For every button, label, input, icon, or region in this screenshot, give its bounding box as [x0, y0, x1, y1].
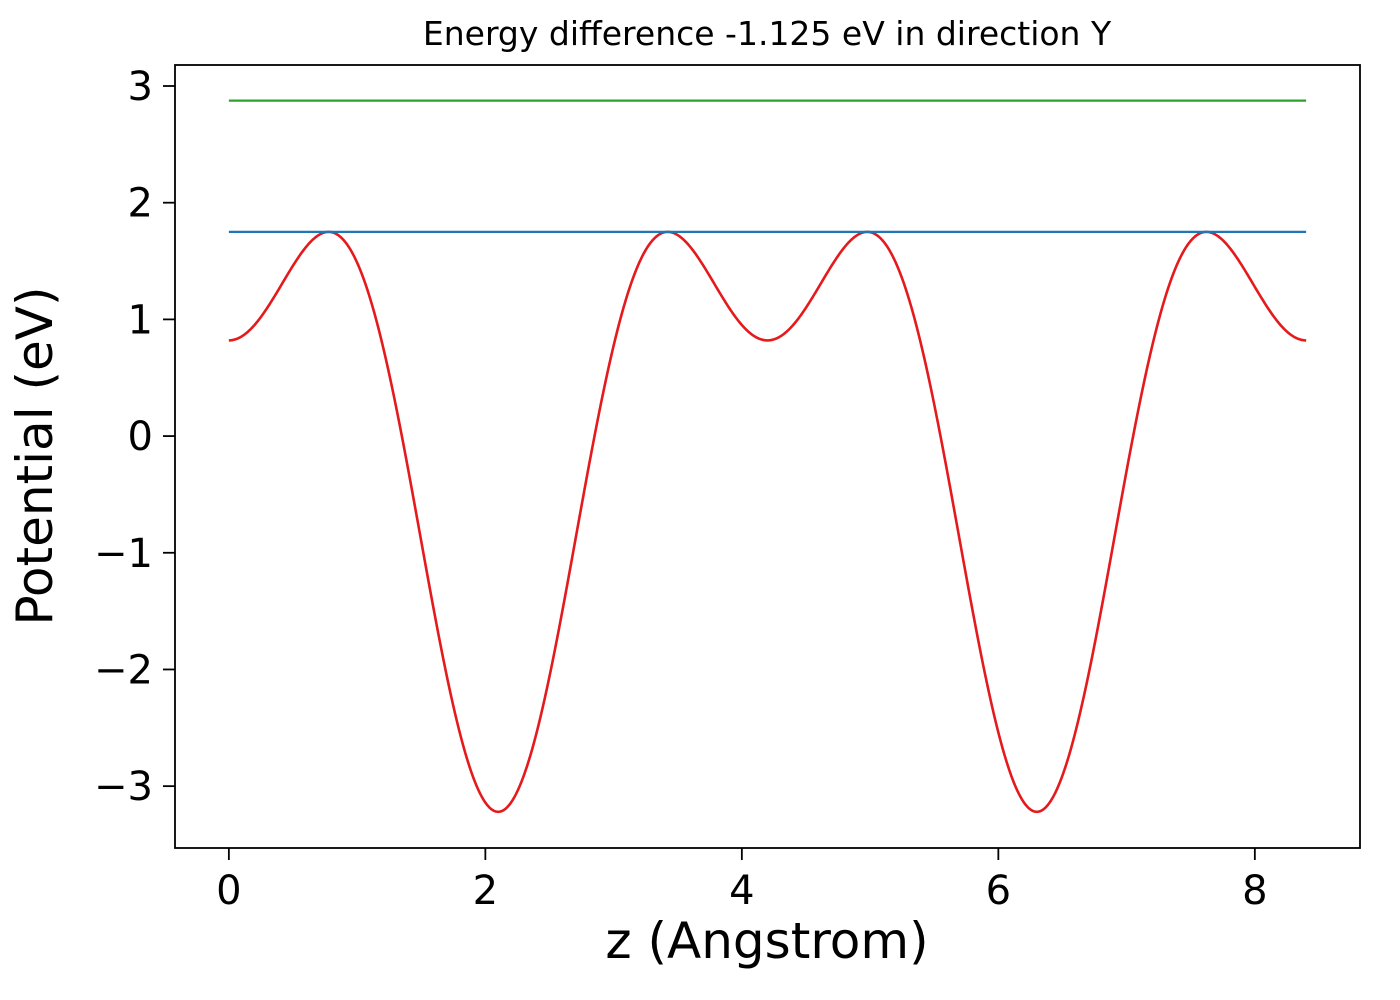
x-tick-label: 0	[216, 868, 241, 914]
y-tick-label: 1	[128, 297, 153, 343]
y-tick-label: −2	[94, 647, 153, 693]
y-tick-label: 0	[128, 414, 153, 460]
y-tick-label: −3	[94, 764, 153, 810]
y-tick-label: 3	[128, 64, 153, 110]
x-tick-label: 8	[1242, 868, 1267, 914]
x-tick-label: 6	[986, 868, 1011, 914]
y-axis-label: Potential (eV)	[6, 287, 64, 626]
x-tick-label: 2	[473, 868, 498, 914]
plot-title: Energy difference -1.125 eV in direction…	[423, 14, 1112, 53]
y-tick-label: −1	[94, 531, 153, 577]
x-axis-label: z (Angstrom)	[605, 912, 928, 970]
x-tick-label: 4	[729, 868, 754, 914]
planar-averaged-potential	[228, 230, 1307, 814]
y-tick-label: 2	[128, 181, 153, 227]
ticks-layer: 0 2 4 6 8 −3 −2 −1 0 1 2 3	[94, 64, 1268, 914]
series-layer	[228, 99, 1307, 814]
plot-area-spines	[174, 64, 1361, 849]
